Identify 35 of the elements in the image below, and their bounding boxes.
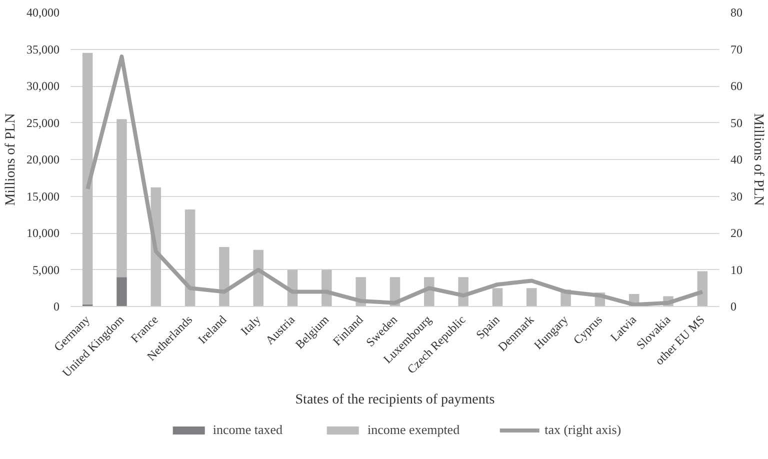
- x-axis-title: States of the recipients of payments: [295, 392, 495, 408]
- legend-label: tax (right axis): [544, 422, 622, 438]
- y-tick-label: 10,000: [26, 226, 60, 240]
- y2-axis-title: Millions of PLN: [750, 113, 766, 206]
- y-tick-label: 0: [54, 300, 60, 314]
- y2-tick-label: 20: [730, 226, 742, 240]
- x-tick-label: Italy: [238, 312, 264, 338]
- y-tick-label: 35,000: [26, 42, 60, 56]
- bar: [116, 277, 127, 306]
- bar: [116, 119, 127, 278]
- y2-tick-label: 70: [730, 42, 742, 56]
- y-tick-label: 30,000: [26, 79, 60, 93]
- y2-tick-label: 0: [730, 300, 736, 314]
- y2-tick-label: 50: [730, 116, 742, 130]
- legend-label: income taxed: [212, 422, 283, 438]
- y2-tick-label: 80: [730, 6, 742, 20]
- y-tick-label: 15,000: [26, 189, 60, 204]
- legend-label: income exempted: [368, 422, 460, 438]
- y-axis-title: Millions of PLN: [4, 113, 18, 206]
- bar: [697, 271, 708, 306]
- y-tick-label: 25,000: [26, 116, 60, 130]
- y2-tick-label: 10: [730, 262, 742, 277]
- bar: [253, 250, 264, 306]
- y-tick-label: 5,000: [32, 262, 60, 277]
- bar: [184, 209, 196, 306]
- y2-tick-label: 60: [730, 79, 742, 93]
- y-tick-label: 40,000: [26, 6, 60, 20]
- bar: [82, 52, 93, 304]
- y2-tick-label: 40: [730, 152, 742, 166]
- bar: [492, 288, 503, 306]
- y2-tick-label: 30: [730, 189, 742, 204]
- y-tick-label: 20,000: [26, 152, 60, 166]
- line-series: [86, 54, 704, 306]
- bar: [526, 288, 537, 306]
- bar: [219, 246, 230, 306]
